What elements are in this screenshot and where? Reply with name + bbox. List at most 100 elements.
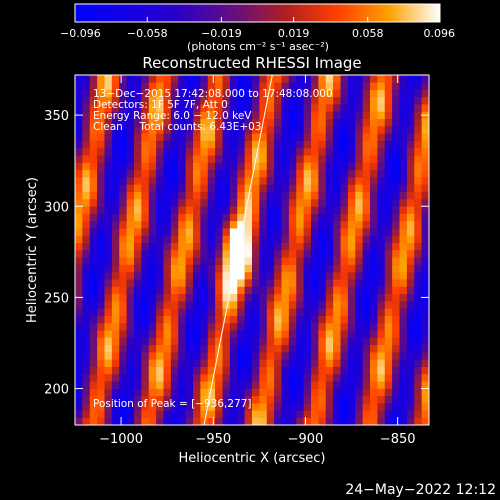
heatmap-cell: [377, 388, 386, 397]
heatmap-cell: [89, 198, 98, 207]
heatmap-cell: [126, 322, 135, 331]
heatmap-cell: [288, 169, 297, 178]
heatmap-cell: [82, 228, 91, 236]
y-tick-label: 200: [44, 383, 69, 398]
heatmap-cell: [362, 381, 371, 389]
heatmap-cell: [229, 104, 238, 112]
heatmap-cell: [377, 155, 386, 163]
heatmap-cell: [126, 381, 135, 389]
heatmap-cell: [406, 118, 415, 127]
heatmap-cell: [185, 89, 194, 98]
heatmap-cell: [237, 344, 245, 353]
heatmap-cell: [156, 366, 164, 375]
heatmap-cell: [266, 264, 275, 273]
heatmap-cell: [259, 104, 268, 112]
heatmap-cell: [406, 140, 415, 149]
heatmap-cell: [296, 228, 304, 236]
heatmap-cell: [229, 293, 238, 302]
heatmap-cell: [340, 126, 349, 134]
heatmap-cell: [252, 410, 260, 419]
heatmap-cell: [370, 293, 378, 302]
heatmap-cell: [170, 147, 179, 156]
heatmap-cell: [318, 140, 327, 149]
heatmap-cell: [82, 388, 91, 397]
heatmap-cell: [252, 293, 260, 302]
heatmap-cell: [296, 235, 304, 244]
heatmap-cell: [421, 395, 429, 404]
heatmap-cell: [75, 344, 83, 353]
heatmap-cell: [362, 118, 371, 127]
heatmap-cell: [333, 228, 341, 236]
heatmap-cell: [303, 206, 312, 214]
heatmap-cell: [222, 381, 231, 389]
heatmap-cell: [406, 235, 415, 244]
heatmap-cell: [215, 337, 223, 346]
heatmap-cell: [259, 169, 268, 178]
heatmap-cell: [141, 337, 150, 346]
heatmap-cell: [148, 104, 157, 112]
heatmap-cell: [215, 373, 223, 382]
heatmap-cell: [222, 118, 231, 127]
heatmap-cell: [134, 337, 142, 346]
heatmap-cell: [82, 155, 91, 163]
heatmap-cell: [340, 191, 349, 200]
heatmap-cell: [311, 388, 319, 397]
heatmap-cell: [200, 250, 209, 258]
heatmap-cell: [207, 344, 216, 353]
heatmap-cell: [141, 191, 150, 200]
heatmap-cell: [229, 301, 238, 309]
heatmap-cell: [333, 322, 341, 331]
heatmap-cell: [311, 381, 319, 389]
heatmap-cell: [207, 228, 216, 236]
heatmap-cell: [97, 403, 105, 411]
heatmap-cell: [252, 403, 260, 411]
heatmap-cell: [89, 315, 98, 324]
heatmap-cell: [237, 250, 245, 258]
heatmap-cell: [340, 301, 349, 309]
heatmap-cell: [156, 373, 164, 382]
heatmap-cell: [170, 366, 179, 375]
heatmap-cell: [414, 96, 422, 105]
heatmap-cell: [281, 75, 290, 83]
heatmap-cell: [185, 359, 194, 367]
heatmap-cell: [392, 322, 400, 331]
heatmap-cell: [296, 220, 304, 229]
heatmap-cell: [170, 104, 179, 112]
heatmap-cell: [148, 184, 157, 192]
heatmap-cell: [215, 96, 223, 105]
heatmap-cell: [259, 330, 268, 338]
heatmap-cell: [82, 96, 91, 105]
heatmap-cell: [311, 126, 319, 134]
heatmap-cell: [333, 308, 341, 316]
heatmap-cell: [134, 352, 142, 360]
heatmap-cell: [421, 250, 429, 258]
heatmap-cell: [384, 352, 393, 360]
heatmap-cell: [148, 155, 157, 163]
heatmap-cell: [170, 89, 179, 98]
heatmap-cell: [185, 366, 194, 375]
heatmap-cell: [111, 191, 120, 200]
heatmap-cell: [185, 417, 194, 425]
heatmap-cell: [134, 381, 142, 389]
heatmap-cell: [406, 417, 415, 425]
heatmap-cell: [259, 352, 268, 360]
heatmap-cell: [288, 82, 297, 90]
heatmap-cell: [377, 82, 386, 90]
heatmap-cell: [392, 213, 400, 222]
heatmap-cell: [170, 206, 179, 214]
heatmap-cell: [237, 140, 245, 149]
heatmap-cell: [355, 184, 363, 192]
heatmap-cell: [126, 250, 135, 258]
heatmap-cell: [237, 279, 245, 287]
heatmap-cell: [185, 344, 194, 353]
heatmap-cell: [200, 198, 209, 207]
heatmap-cell: [281, 147, 290, 156]
heatmap-cell: [185, 242, 194, 251]
heatmap-cell: [170, 330, 179, 338]
heatmap-cell: [414, 410, 422, 419]
heatmap-cell: [111, 359, 120, 367]
heatmap-cell: [163, 337, 172, 346]
heatmap-cell: [377, 147, 386, 156]
heatmap-cell: [244, 395, 253, 404]
heatmap-cell: [252, 140, 260, 149]
